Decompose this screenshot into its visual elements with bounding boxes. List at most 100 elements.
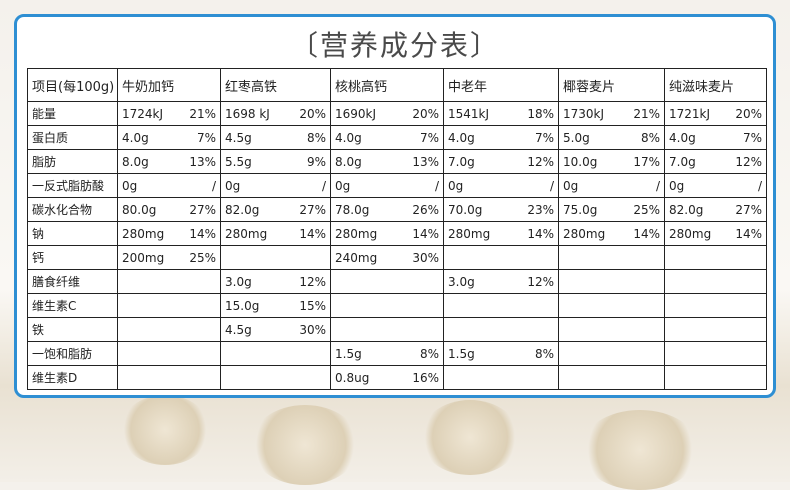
nrv: 7% xyxy=(742,130,762,145)
nrv: 8% xyxy=(640,130,660,145)
amount: 1721kJ xyxy=(669,106,711,121)
nrv: 15% xyxy=(299,298,326,313)
cell: 1.5g 8% xyxy=(330,341,444,366)
nrv: 7% xyxy=(196,130,216,145)
cell xyxy=(558,245,665,270)
cell: 280mg 14% xyxy=(220,221,331,246)
header-cell: 核桃高钙 xyxy=(330,68,444,102)
cell: 10.0g 17% xyxy=(558,149,665,174)
cell: 200mg 25% xyxy=(117,245,221,270)
nrv: / xyxy=(757,178,762,193)
cell: 7.0g 12% xyxy=(664,149,767,174)
table-row: 铁 4.5g 30% xyxy=(27,317,767,342)
row-label: 钠 xyxy=(27,221,118,246)
cell xyxy=(117,293,221,318)
nrv: 21% xyxy=(189,106,216,121)
amount: 82.0g xyxy=(669,202,704,217)
row-label: 能量 xyxy=(27,101,118,126)
nrv: / xyxy=(434,178,439,193)
amount: 0g xyxy=(225,178,241,193)
amount: 1.5g xyxy=(335,346,362,361)
nrv: 18% xyxy=(527,106,554,121)
cell: 4.0g 7% xyxy=(664,125,767,150)
cell xyxy=(330,293,444,318)
amount: 1698 kJ xyxy=(225,106,270,121)
cell xyxy=(558,317,665,342)
cell xyxy=(117,341,221,366)
cell xyxy=(664,245,767,270)
amount: 0g xyxy=(335,178,351,193)
nrv: 20% xyxy=(735,106,762,121)
cell: 4.5g 8% xyxy=(220,125,331,150)
nrv: / xyxy=(655,178,660,193)
nrv: 27% xyxy=(735,202,762,217)
nrv: 17% xyxy=(633,154,660,169)
nrv: / xyxy=(211,178,216,193)
header-cell: 中老年 xyxy=(443,68,559,102)
nrv: 8% xyxy=(306,130,326,145)
cell: 1690kJ 20% xyxy=(330,101,444,126)
row-label: 碳水化合物 xyxy=(27,197,118,222)
nrv: 14% xyxy=(299,226,326,241)
amount: 8.0g xyxy=(335,154,362,169)
table-row: 蛋白质 4.0g 7% 4.5g 8% 4.0g 7% 4.0g 7% 5.0g 8% 4.0g 7% xyxy=(27,125,767,150)
amount: 1724kJ xyxy=(122,106,164,121)
table-row: 维生素D 0.8ug 16% xyxy=(27,365,767,390)
row-label: 一反式脂肪酸 xyxy=(27,173,118,198)
cell: 1724kJ 21% xyxy=(117,101,221,126)
nrv: 20% xyxy=(412,106,439,121)
row-label: 脂肪 xyxy=(27,149,118,174)
cell: 4.0g 7% xyxy=(443,125,559,150)
decor xyxy=(250,405,360,485)
amount: 5.0g xyxy=(563,130,590,145)
nrv: 7% xyxy=(419,130,439,145)
row-label: 蛋白质 xyxy=(27,125,118,150)
amount: 280mg xyxy=(225,226,268,241)
cell: 1730kJ 21% xyxy=(558,101,665,126)
nrv: 12% xyxy=(735,154,762,169)
table-row: 能量 1724kJ 21% 1698 kJ 20% 1690kJ 20% 1541kJ 18% 1… xyxy=(27,101,767,126)
decor xyxy=(120,395,210,465)
cell: 70.0g 23% xyxy=(443,197,559,222)
cell: 0g / xyxy=(664,173,767,198)
cell: 3.0g 12% xyxy=(220,269,331,294)
amount: 0g xyxy=(563,178,579,193)
cell xyxy=(330,269,444,294)
cell: 1698 kJ 20% xyxy=(220,101,331,126)
amount: 4.5g xyxy=(225,322,252,337)
amount: 8.0g xyxy=(122,154,149,169)
cell: 5.0g 8% xyxy=(558,125,665,150)
cell: 280mg 14% xyxy=(330,221,444,246)
table-row: 钙 200mg 25% 240mg 30% xyxy=(27,245,767,270)
amount: 75.0g xyxy=(563,202,598,217)
cell: 80.0g 27% xyxy=(117,197,221,222)
cell xyxy=(220,365,331,390)
cell: 0g / xyxy=(443,173,559,198)
amount: 82.0g xyxy=(225,202,260,217)
cell: 1541kJ 18% xyxy=(443,101,559,126)
cell: 4.0g 7% xyxy=(117,125,221,150)
table-row: 膳食纤维 3.0g 12% 3.0g 12% xyxy=(27,269,767,294)
cell: 1.5g 8% xyxy=(443,341,559,366)
amount: 4.0g xyxy=(122,130,149,145)
cell xyxy=(443,365,559,390)
amount: 280mg xyxy=(122,226,165,241)
cell xyxy=(330,317,444,342)
amount: 280mg xyxy=(669,226,712,241)
row-label: 维生素D xyxy=(27,365,118,390)
cell: 0g / xyxy=(558,173,665,198)
cell: 75.0g 25% xyxy=(558,197,665,222)
nrv: 12% xyxy=(527,154,554,169)
cell: 3.0g 12% xyxy=(443,269,559,294)
amount: 0g xyxy=(122,178,138,193)
amount: 0g xyxy=(448,178,464,193)
amount: 70.0g xyxy=(448,202,483,217)
cell: 4.0g 7% xyxy=(330,125,444,150)
nrv: 23% xyxy=(527,202,554,217)
cell: 0.8ug 16% xyxy=(330,365,444,390)
amount: 280mg xyxy=(335,226,378,241)
cell xyxy=(664,365,767,390)
cell xyxy=(117,365,221,390)
nrv: 13% xyxy=(189,154,216,169)
cell: 280mg 14% xyxy=(664,221,767,246)
